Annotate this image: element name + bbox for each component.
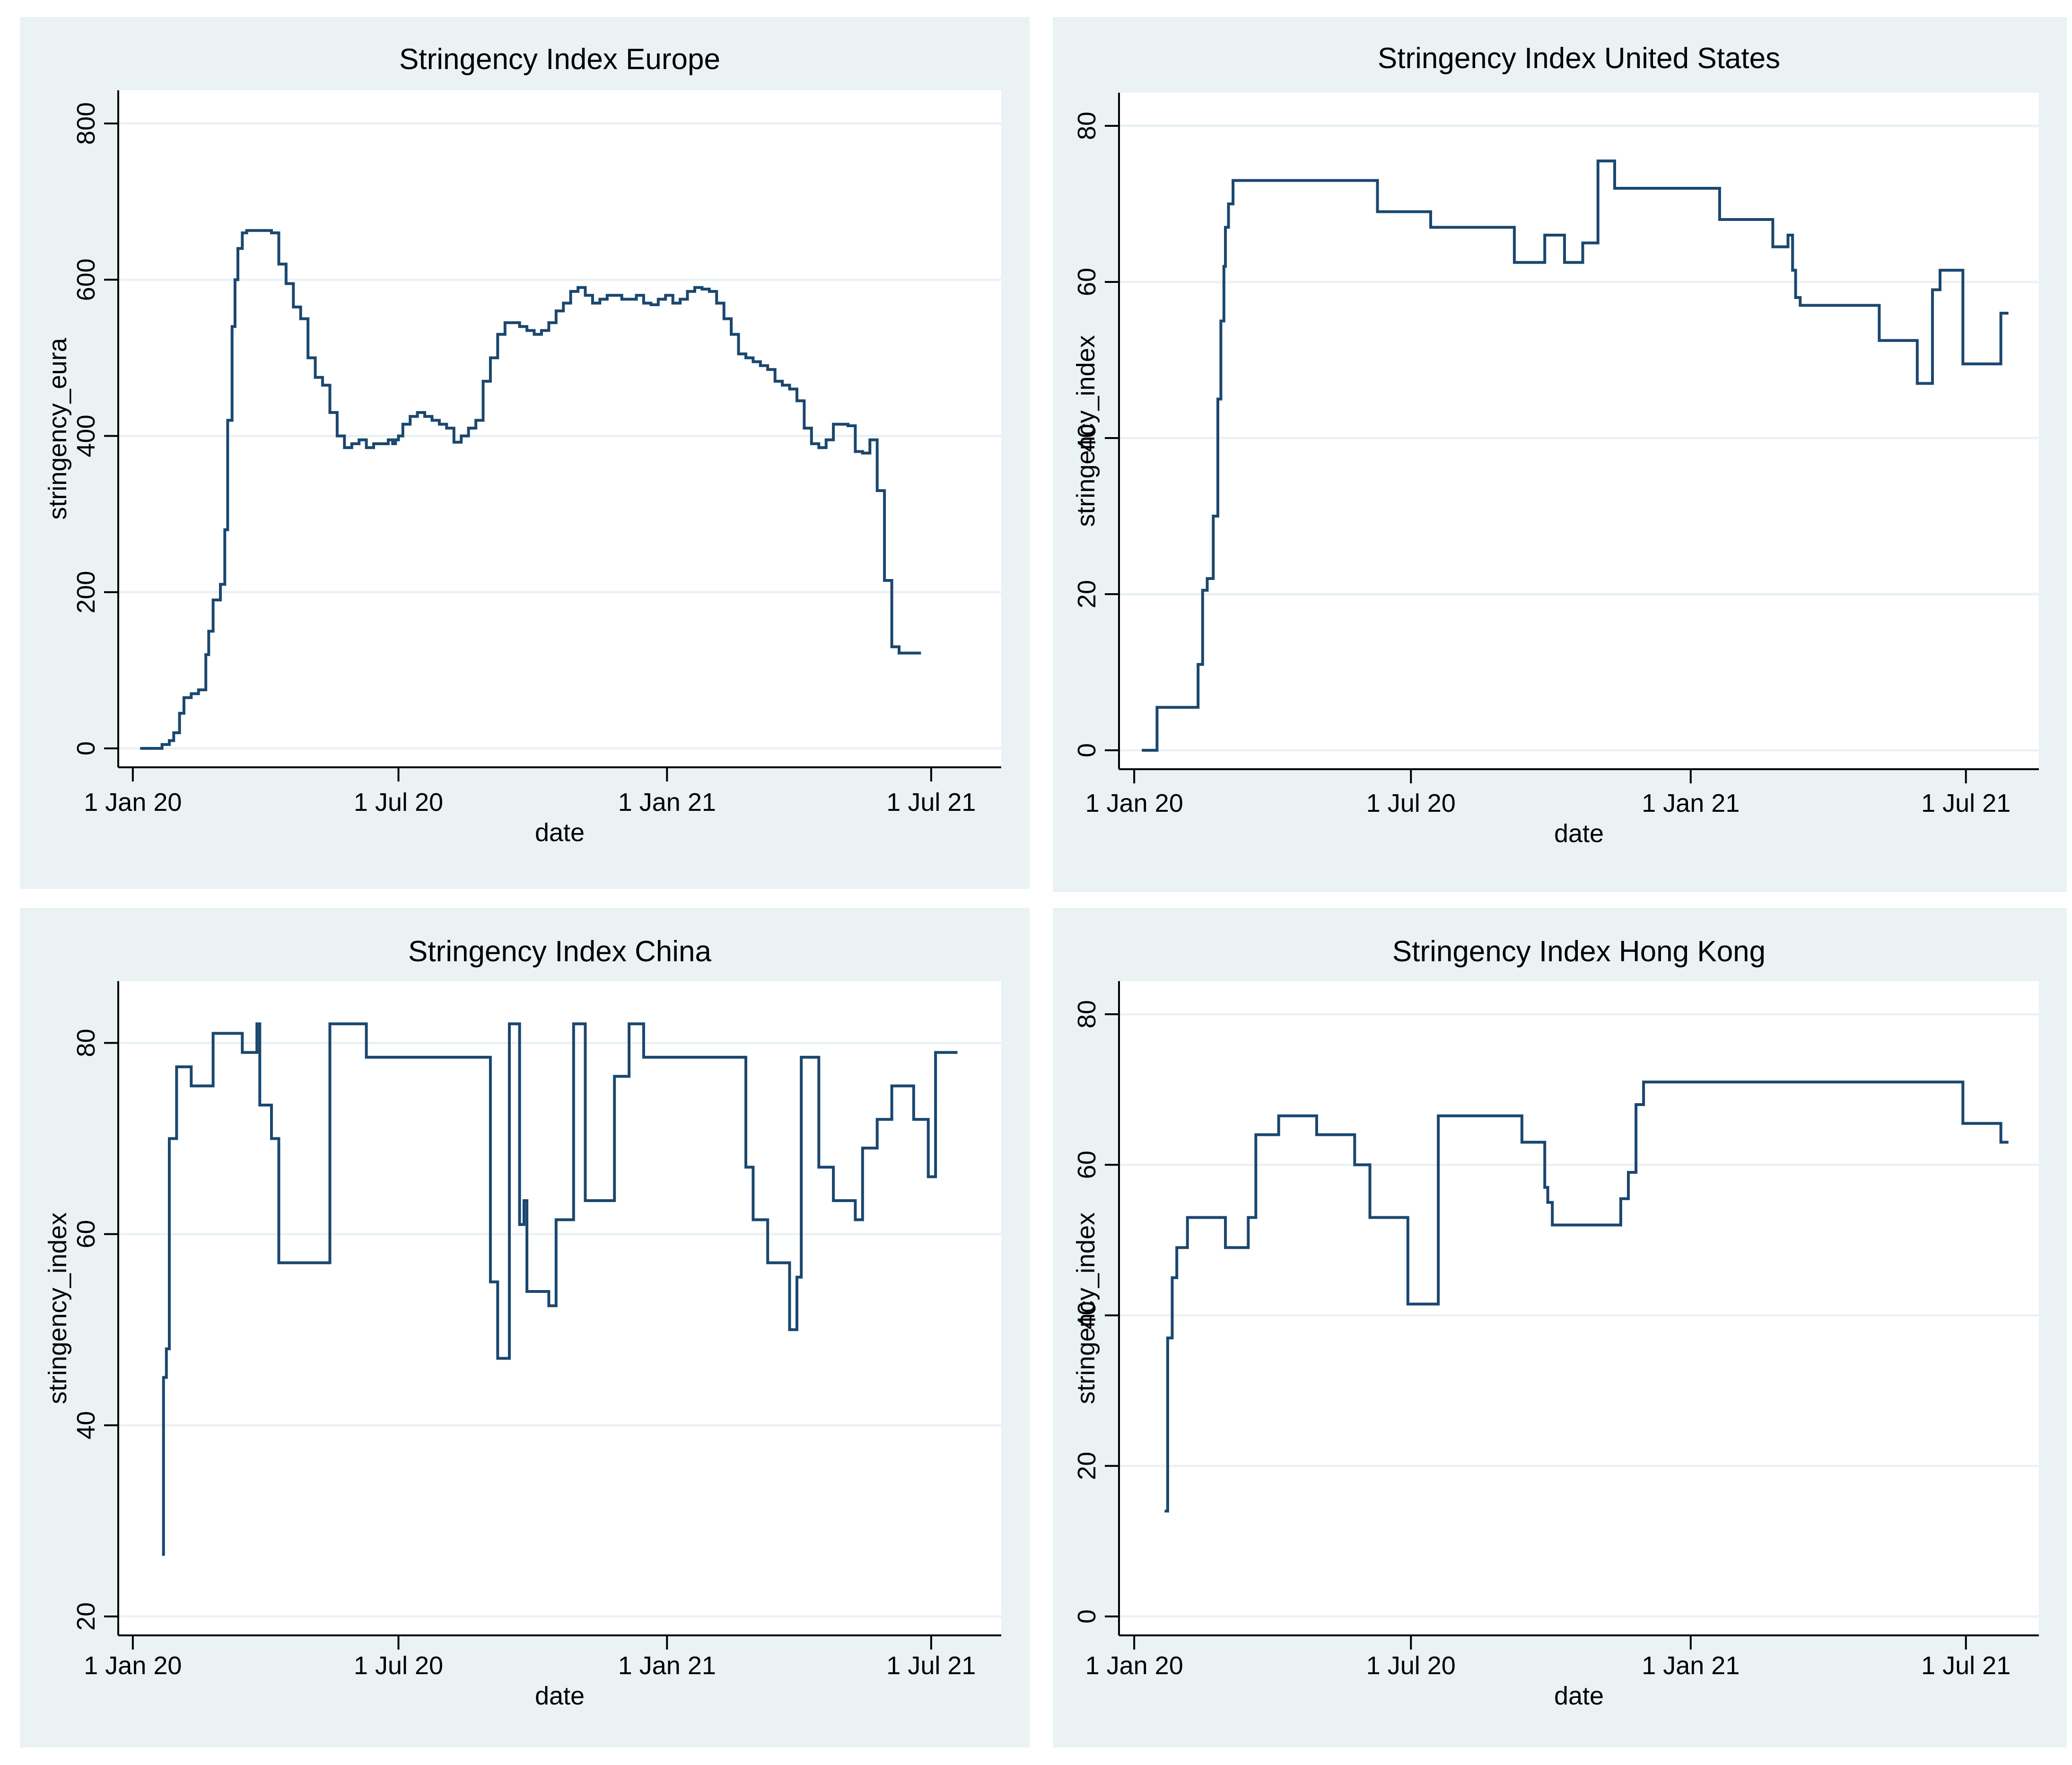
plot-area — [1119, 981, 2039, 1635]
x-tick-label: 1 Jan 20 — [1085, 789, 1183, 817]
series-line — [1142, 159, 2009, 752]
series-line — [162, 1022, 958, 1556]
chart-united-states: 0 20 40 60 80 1 Jan 20 1 Jul 20 1 Jan 21 1 Jul 2… — [1072, 42, 2039, 848]
x-tick-label: 1 Jan 21 — [1642, 789, 1740, 817]
plot-area — [1119, 93, 2039, 769]
y-tick-label: 80 — [72, 1029, 100, 1057]
chart-title: Stringency Index Europe — [399, 43, 720, 76]
x-axis-label: date — [1554, 1682, 1604, 1710]
plot-area — [118, 981, 1001, 1635]
y-tick-label: 60 — [72, 1220, 100, 1248]
y-tick-label: 80 — [1073, 112, 1101, 140]
series-line — [1164, 1080, 2009, 1513]
y-tick-label: 20 — [1073, 580, 1101, 608]
chart-hong-kong: 0 20 40 60 80 1 Jan 20 1 Jul 20 1 Jan 21 1 Jul 2… — [1072, 935, 2039, 1710]
x-tick-label: 1 Jan 20 — [84, 788, 182, 817]
series-line — [140, 229, 921, 750]
x-axis-label: date — [1554, 819, 1604, 848]
y-tick-label: 40 — [1073, 1301, 1101, 1329]
chart-panel-united-states: 0 20 40 60 80 1 Jan 20 1 Jul 20 1 Jan 21 1 Jul 2… — [1053, 17, 2067, 892]
chart-europe: 0 200 400 600 800 1 Jan 20 1 Jul 20 1 Jan 21 1 J… — [44, 43, 1001, 847]
chart-title: Stringency Index China — [408, 935, 712, 968]
y-tick-label: 200 — [72, 571, 100, 614]
y-tick-label: 0 — [1073, 1609, 1101, 1624]
x-tick-label: 1 Jan 20 — [1085, 1651, 1183, 1680]
x-tick-label: 1 Jul 21 — [1921, 1651, 2011, 1680]
y-tick-label: 60 — [1073, 268, 1101, 296]
x-tick-label: 1 Jan 21 — [618, 788, 716, 817]
plot-area — [118, 90, 1001, 767]
x-tick-label: 1 Jul 20 — [1366, 789, 1456, 817]
y-axis-label: stringency_index — [1072, 335, 1100, 527]
y-axis-label: stringency_eura — [44, 337, 72, 519]
x-axis-label: date — [535, 818, 585, 847]
chart-panel-europe: 0 200 400 600 800 1 Jan 20 1 Jul 20 1 Jan 21 1 J… — [20, 17, 1030, 889]
x-tick-label: 1 Jul 21 — [1921, 789, 2011, 817]
y-tick-label: 80 — [1073, 1000, 1101, 1028]
chart-title: Stringency Index United States — [1378, 42, 1780, 75]
x-tick-label: 1 Jul 21 — [886, 788, 976, 817]
y-axis-label: stringency_index — [1072, 1212, 1100, 1404]
x-tick-label: 1 Jan 20 — [84, 1651, 182, 1680]
y-tick-label: 600 — [72, 258, 100, 301]
y-tick-label: 0 — [72, 741, 100, 755]
x-tick-label: 1 Jan 21 — [618, 1651, 716, 1680]
y-tick-label: 40 — [72, 1411, 100, 1440]
y-tick-label: 40 — [1073, 424, 1101, 452]
y-tick-label: 400 — [72, 414, 100, 457]
x-tick-label: 1 Jul 21 — [886, 1651, 976, 1680]
x-tick-label: 1 Jul 20 — [354, 788, 443, 817]
x-tick-label: 1 Jan 21 — [1642, 1651, 1740, 1680]
y-tick-label: 0 — [1073, 743, 1101, 757]
x-tick-label: 1 Jul 20 — [1366, 1651, 1456, 1680]
x-tick-label: 1 Jul 20 — [354, 1651, 443, 1680]
x-axis-label: date — [535, 1682, 585, 1710]
chart-title: Stringency Index Hong Kong — [1392, 935, 1766, 968]
chart-panel-china: 20 40 60 80 1 Jan 20 1 Jul 20 1 Jan 21 1 Jul 21… — [20, 908, 1030, 1747]
y-tick-label: 800 — [72, 102, 100, 145]
chart-china: 20 40 60 80 1 Jan 20 1 Jul 20 1 Jan 21 1 Jul 21… — [44, 935, 1001, 1710]
y-tick-label: 60 — [1073, 1150, 1101, 1179]
y-axis-label: stringency_index — [44, 1212, 72, 1404]
chart-panel-hong-kong: 0 20 40 60 80 1 Jan 20 1 Jul 20 1 Jan 21 1 Jul 2… — [1053, 908, 2067, 1747]
y-tick-label: 20 — [72, 1602, 100, 1631]
y-tick-label: 20 — [1073, 1452, 1101, 1480]
